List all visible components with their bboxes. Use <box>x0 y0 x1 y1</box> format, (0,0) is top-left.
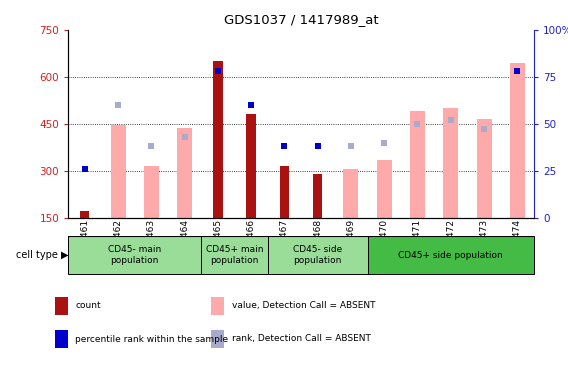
Bar <box>367 236 534 274</box>
Text: cell type ▶: cell type ▶ <box>16 250 68 260</box>
Text: CD45- main
population: CD45- main population <box>108 245 161 265</box>
Text: CD45- side
population: CD45- side population <box>293 245 343 265</box>
Text: value, Detection Call = ABSENT: value, Detection Call = ABSENT <box>232 301 375 310</box>
Bar <box>410 111 425 218</box>
Bar <box>377 160 392 218</box>
Bar <box>510 63 525 217</box>
Bar <box>443 108 458 218</box>
Bar <box>477 119 491 218</box>
Text: percentile rank within the sample: percentile rank within the sample <box>76 334 228 344</box>
Bar <box>247 114 256 218</box>
Bar <box>55 297 68 315</box>
Bar <box>211 330 224 348</box>
Bar <box>280 166 289 218</box>
Title: GDS1037 / 1417989_at: GDS1037 / 1417989_at <box>224 13 378 26</box>
Bar <box>80 211 89 217</box>
Text: count: count <box>76 301 101 310</box>
Bar <box>177 128 192 217</box>
Text: CD45+ main
population: CD45+ main population <box>206 245 263 265</box>
Bar <box>268 236 367 274</box>
Text: CD45+ side population: CD45+ side population <box>398 251 503 260</box>
Bar <box>213 61 223 217</box>
Bar <box>344 169 358 217</box>
Bar <box>201 236 268 274</box>
Bar <box>55 330 68 348</box>
Bar <box>313 174 322 217</box>
Bar <box>211 297 224 315</box>
Bar <box>111 125 126 218</box>
Bar <box>68 236 201 274</box>
Text: rank, Detection Call = ABSENT: rank, Detection Call = ABSENT <box>232 334 371 344</box>
Bar <box>144 166 159 218</box>
